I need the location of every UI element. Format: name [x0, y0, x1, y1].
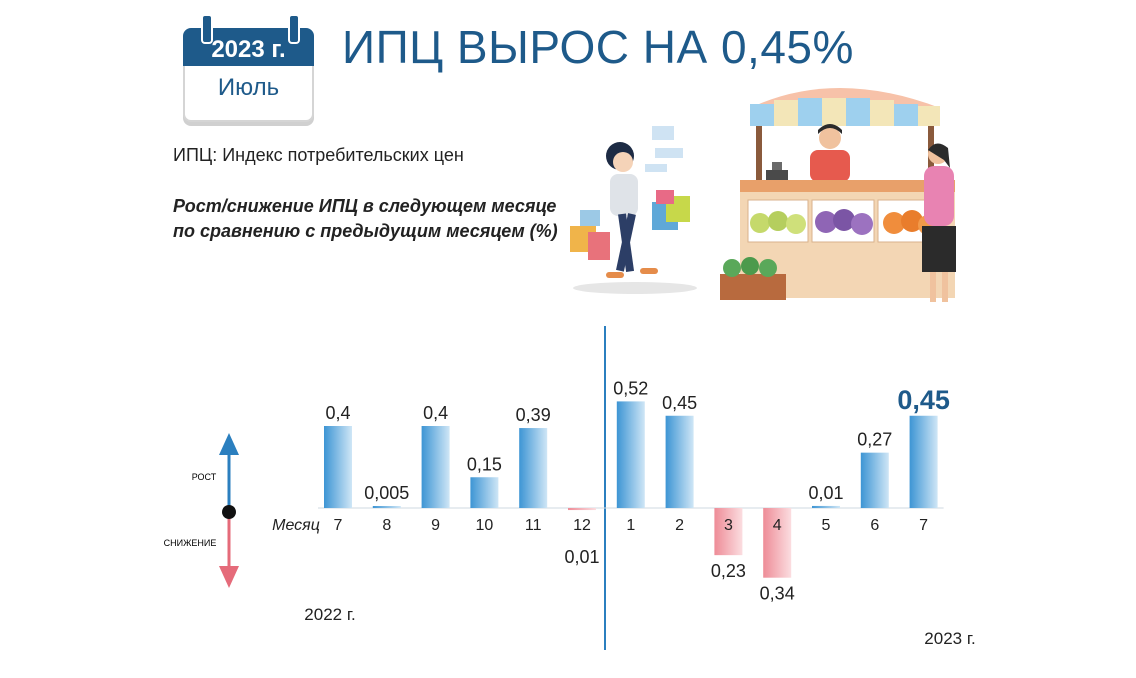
calendar-badge: 2023 г. Июль	[183, 14, 314, 122]
data-label: 0,27	[857, 430, 892, 450]
data-label: 0,23	[711, 561, 746, 581]
x-tick-label: 9	[431, 517, 440, 534]
data-label: 0,34	[760, 584, 795, 604]
x-tick-label: 1	[626, 517, 635, 534]
data-label: 0,01	[808, 483, 843, 503]
up-arrowhead-icon	[219, 433, 239, 455]
data-label: 0,45	[662, 393, 697, 413]
bar	[714, 508, 743, 556]
data-label: 0,15	[467, 454, 502, 474]
x-tick-label: 7	[334, 517, 343, 534]
page-title: ИПЦ ВЫРОС НА 0,45%	[342, 21, 854, 73]
data-label: 0,52	[613, 378, 648, 398]
x-axis-label: Месяц	[272, 517, 320, 534]
data-label: 0,45	[897, 385, 950, 415]
period-label-2022: 2022 г.	[304, 605, 355, 624]
bar	[372, 506, 401, 508]
x-tick-label: 7	[919, 517, 928, 534]
x-tick-label: 11	[525, 517, 542, 534]
calendar-month: Июль	[217, 74, 280, 101]
period-label-2023: 2023 г.	[924, 629, 975, 648]
x-tick-label: 10	[476, 517, 494, 534]
calendar-ring-icon	[288, 14, 300, 44]
calendar-ring-icon	[201, 14, 213, 44]
data-label: 0,39	[516, 405, 551, 425]
legend-down-label: СНИЖЕНИЕ	[164, 538, 217, 548]
bar	[665, 415, 694, 508]
data-label: 0,4	[423, 403, 448, 423]
bar-series: 7 0,4 8 0,005 9 0,4 10 0,15 11 0,39 12 0,01 1 0,52 2 0,…	[318, 378, 950, 604]
calendar-body	[183, 66, 314, 122]
calendar-year: 2023 г.	[211, 36, 286, 63]
data-label: 0,01	[564, 547, 599, 567]
bar	[909, 415, 938, 508]
bar	[324, 426, 352, 508]
bar	[812, 505, 840, 508]
x-tick-label: 3	[724, 517, 733, 534]
origin-dot-icon	[222, 505, 236, 519]
x-tick-label: 4	[773, 517, 782, 534]
bar	[421, 426, 450, 508]
data-label: 0,005	[364, 483, 409, 503]
bar	[519, 428, 548, 508]
down-arrowhead-icon	[219, 566, 239, 588]
x-tick-label: 6	[870, 517, 879, 534]
bar	[860, 452, 889, 508]
chart-description: Рост/снижение ИПЦ в следующем месяце по …	[173, 196, 558, 241]
bar	[568, 508, 596, 511]
x-tick-label: 12	[573, 517, 591, 534]
x-tick-label: 5	[822, 517, 831, 534]
data-label: 0,4	[325, 403, 350, 423]
x-tick-label: 2	[675, 517, 684, 534]
legend-up-label: РОСТ	[192, 472, 217, 482]
bar	[470, 477, 499, 508]
market-illustration	[570, 88, 956, 302]
x-tick-label: 8	[382, 517, 391, 534]
page-subtitle: ИПЦ: Индекс потребительских цен	[173, 145, 464, 165]
bar	[763, 508, 792, 578]
bar	[616, 401, 645, 508]
